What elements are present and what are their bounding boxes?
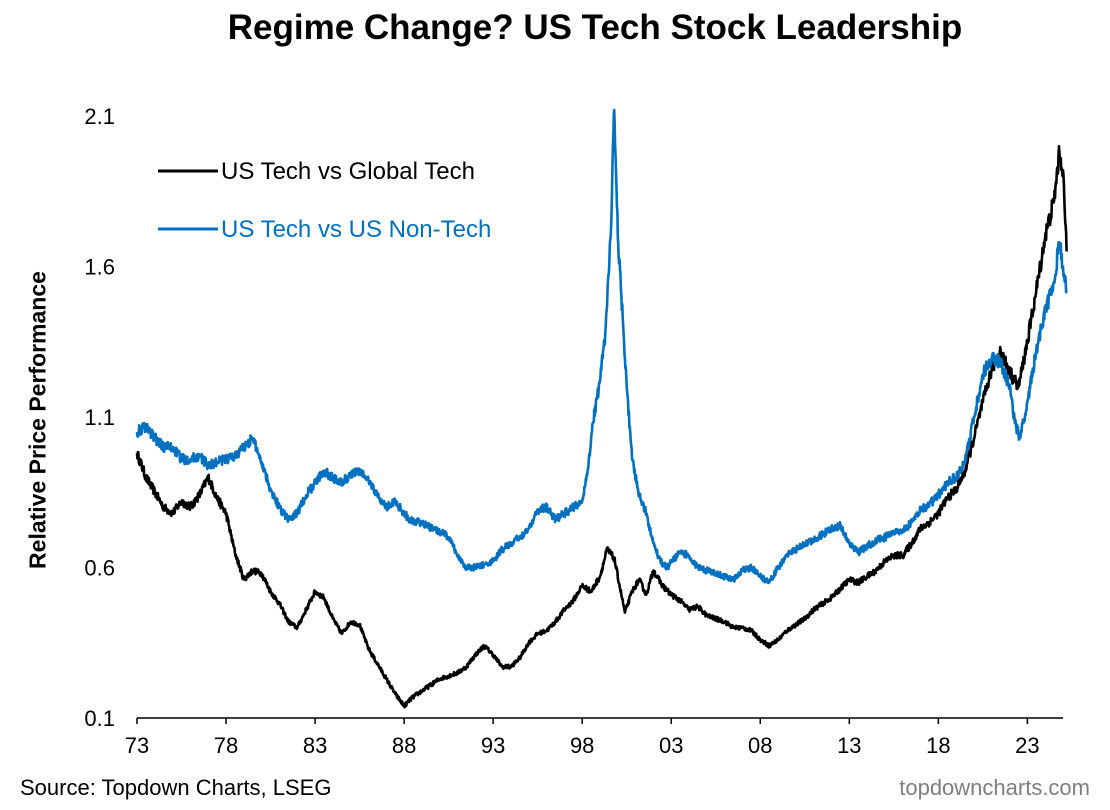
y-tick-label: 0.1: [84, 706, 115, 731]
y-tick-label: 2.1: [84, 104, 115, 129]
x-tick-label: 03: [659, 733, 683, 758]
x-tick-label: 98: [570, 733, 594, 758]
y-axis-ticks: 0.1 0.6 1.1 1.6 2.1: [84, 104, 115, 731]
series-line-0: [135, 144, 1068, 709]
y-tick-label: 1.6: [84, 255, 115, 280]
y-tick-label: 0.6: [84, 556, 115, 581]
x-tick-label: 08: [748, 733, 772, 758]
x-tick-label: 73: [125, 733, 149, 758]
legend-label: US Tech vs US Non-Tech: [221, 216, 491, 243]
legend: US Tech vs Global Tech US Tech vs US Non-…: [158, 158, 491, 243]
x-tick-label: 83: [303, 733, 327, 758]
x-tick-label: 18: [926, 733, 950, 758]
series-layer: [135, 108, 1068, 709]
source-note: Source: Topdown Charts, LSEG: [20, 775, 332, 800]
chart-title: Regime Change? US Tech Stock Leadership: [227, 8, 963, 47]
x-axis: 73 78 83 88 93 98 03 08 13 18 23: [125, 717, 1063, 758]
legend-label: US Tech vs Global Tech: [221, 158, 475, 185]
brand-watermark: topdowncharts.com: [899, 775, 1090, 800]
x-tick-label: 13: [837, 733, 861, 758]
x-tick-label: 93: [481, 733, 505, 758]
x-tick-label: 23: [1015, 733, 1039, 758]
x-tick-label: 78: [214, 733, 238, 758]
x-tick-label: 88: [392, 733, 416, 758]
y-tick-label: 1.1: [84, 405, 115, 430]
series-line-1: [135, 108, 1068, 585]
